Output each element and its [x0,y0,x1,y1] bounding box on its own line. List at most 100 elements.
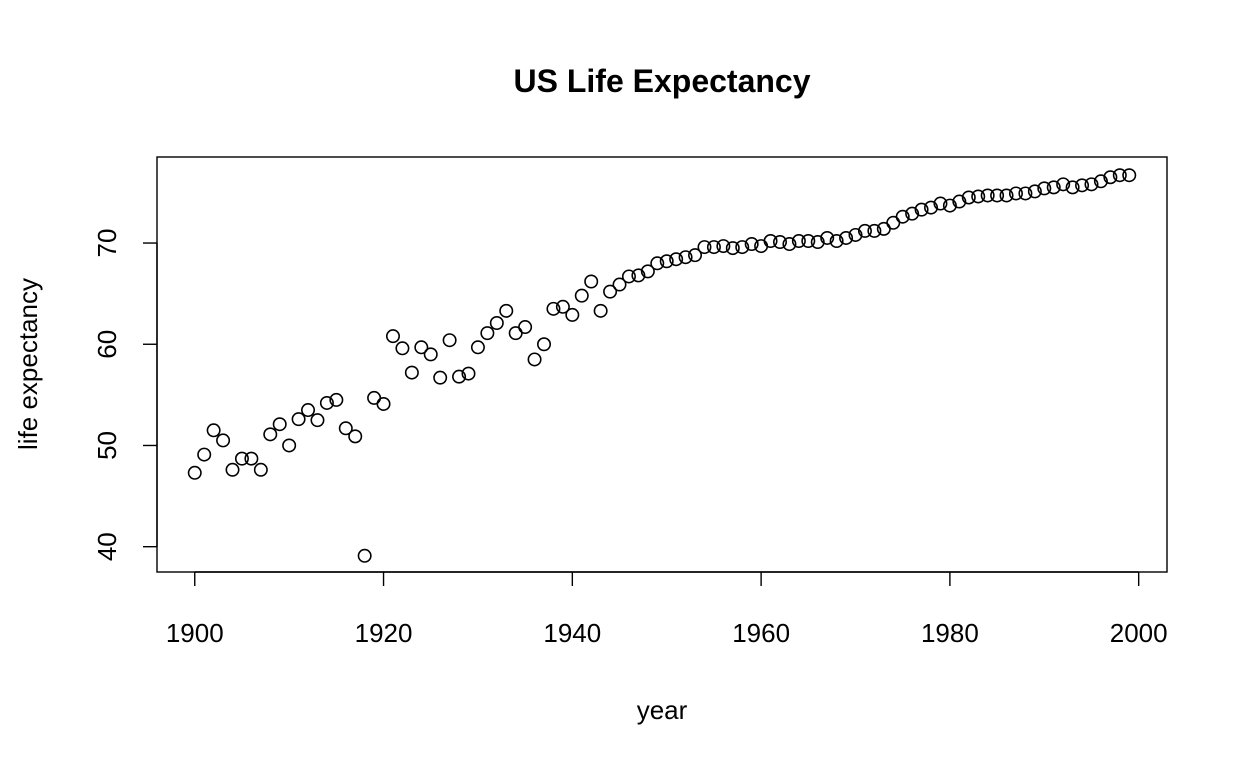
data-point [404,365,419,380]
y-tick-label: 70 [92,229,122,258]
data-point [706,240,721,255]
data-point [971,189,986,204]
x-axis-label: year [637,695,688,725]
data-point [301,403,316,418]
data-point [319,395,334,410]
data-point [442,333,457,348]
data-point [263,427,278,442]
data-point [857,223,872,238]
x-tick-label: 1980 [921,618,979,648]
data-point [376,396,391,411]
y-tick-label: 40 [92,532,122,561]
data-point [574,288,589,303]
data-point [961,190,976,205]
data-point [829,234,844,249]
data-point [763,234,778,249]
data-point [272,417,287,432]
data-point [565,307,580,322]
data-point [225,462,240,477]
data-point [1122,168,1137,183]
data-point [518,320,533,335]
data-point [1084,177,1099,192]
x-axis: 1900 1920 1940 1960 1980 2000 [166,571,1168,648]
data-point [291,412,306,427]
data-point [603,284,618,299]
data-point [669,252,684,267]
data-point [735,240,750,255]
data-point [867,223,882,238]
chart-title: US Life Expectancy [514,63,811,99]
data-point [461,366,476,381]
x-tick-label: 2000 [1110,618,1168,648]
data-point [650,256,665,271]
data-point [206,423,221,438]
data-point [357,548,372,563]
data-point [999,188,1014,203]
data-point [810,235,825,250]
plot-frame [156,156,1168,573]
data-point [385,329,400,344]
data-point [801,234,816,249]
y-axis-label: life expectancy [13,278,43,450]
data-point [905,206,920,221]
data-point [282,438,297,453]
data-point [329,392,344,407]
data-point [1037,181,1052,196]
data-point [697,240,712,255]
data-point [782,237,797,252]
x-tick-label: 1920 [355,618,413,648]
data-point [1056,177,1071,192]
data-point [924,200,939,215]
data-point [310,413,325,428]
data-point [546,301,561,316]
x-tick-label: 1940 [543,618,601,648]
data-point [1046,180,1061,195]
data-point [452,369,467,384]
data-point [489,315,504,330]
data-point [659,254,674,269]
data-point [1112,168,1127,183]
data-point [537,337,552,352]
y-tick-label: 50 [92,431,122,460]
data-point [508,326,523,341]
data-point [197,447,212,462]
data-point [612,277,627,292]
data-point [338,421,353,436]
data-point [348,429,363,444]
data-point [980,188,995,203]
data-point [744,237,759,252]
data-point [555,299,570,314]
data-point [470,340,485,355]
data-point [187,465,202,480]
data-point [725,241,740,256]
data-point [1008,186,1023,201]
data-point [433,370,448,385]
data-point [1093,174,1108,189]
data-point [942,198,957,213]
data-point [820,230,835,245]
data-point [1065,180,1080,195]
data-point [640,264,655,279]
data-point [933,196,948,211]
data-point [791,234,806,249]
data-point [1027,184,1042,199]
data-point [367,390,382,405]
data-point [848,227,863,242]
data-point [414,340,429,355]
data-point [914,202,929,217]
data-point [244,451,259,466]
data-point [1018,186,1033,201]
y-tick-label: 60 [92,330,122,359]
data-point [216,433,231,448]
data-point [772,235,787,250]
data-point [584,274,599,289]
data-point [234,451,249,466]
data-point [631,268,646,283]
data-point [593,303,608,318]
data-points [187,168,1137,563]
data-point [688,248,703,263]
data-point [678,250,693,265]
data-point [395,341,410,356]
